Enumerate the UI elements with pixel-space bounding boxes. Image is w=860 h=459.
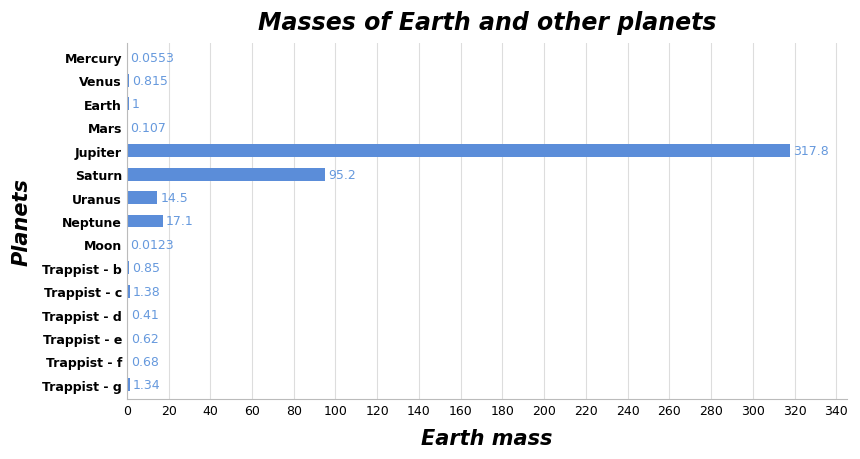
Text: 1.38: 1.38	[132, 285, 161, 298]
Text: 14.5: 14.5	[160, 191, 188, 205]
Text: 17.1: 17.1	[166, 215, 194, 228]
Bar	[126, 262, 129, 274]
Bar	[126, 192, 157, 205]
Y-axis label: Planets: Planets	[11, 178, 31, 265]
Text: 95.2: 95.2	[329, 168, 356, 181]
Bar	[126, 75, 128, 88]
Title: Masses of Earth and other planets: Masses of Earth and other planets	[257, 11, 716, 35]
Text: 1: 1	[132, 98, 140, 111]
Text: 317.8: 317.8	[793, 145, 829, 158]
Bar	[126, 332, 128, 345]
Text: 0.0553: 0.0553	[130, 51, 174, 64]
Bar	[126, 285, 130, 298]
Text: 0.85: 0.85	[132, 262, 160, 274]
Text: 0.0123: 0.0123	[130, 238, 174, 252]
Text: 0.107: 0.107	[130, 122, 166, 134]
Text: 0.815: 0.815	[132, 75, 168, 88]
X-axis label: Earth mass: Earth mass	[421, 428, 552, 448]
Bar	[126, 168, 325, 181]
Text: 1.34: 1.34	[132, 379, 160, 392]
Text: 0.68: 0.68	[132, 355, 159, 368]
Text: 0.41: 0.41	[131, 308, 158, 321]
Bar	[126, 215, 163, 228]
Bar	[126, 98, 129, 111]
Bar	[126, 355, 128, 368]
Bar	[126, 145, 790, 158]
Bar	[126, 379, 130, 392]
Text: 0.62: 0.62	[132, 332, 159, 345]
